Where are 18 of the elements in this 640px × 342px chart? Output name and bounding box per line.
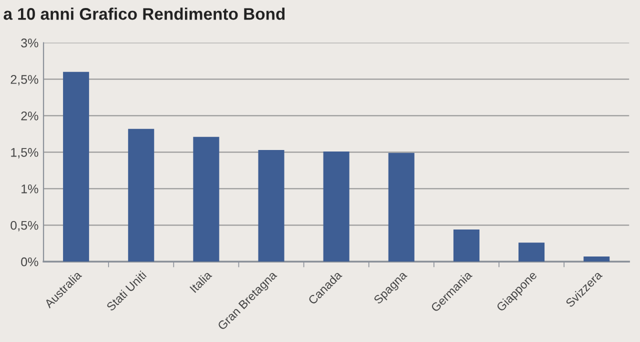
bar — [258, 150, 284, 262]
y-tick-label: 2,5% — [10, 75, 38, 86]
y-tick-label: 1% — [22, 184, 38, 194]
bar — [388, 152, 414, 262]
bar — [323, 151, 350, 262]
y-tick-label: 0,5% — [10, 220, 38, 232]
bar — [518, 242, 545, 262]
bar — [193, 136, 220, 262]
y-tick-label: 1,5% — [11, 148, 38, 158]
bar — [584, 256, 610, 262]
y-tick-label: 3% — [21, 38, 38, 48]
y-tick-label: 0% — [21, 257, 38, 266]
bar — [63, 72, 90, 262]
bar — [453, 230, 480, 262]
x-tick-label: Italia — [189, 270, 212, 293]
bar — [128, 128, 154, 262]
chart-title: a 10 anni Grafico Rendimento Bond — [4, 8, 285, 20]
y-tick-label: 2% — [21, 112, 38, 120]
